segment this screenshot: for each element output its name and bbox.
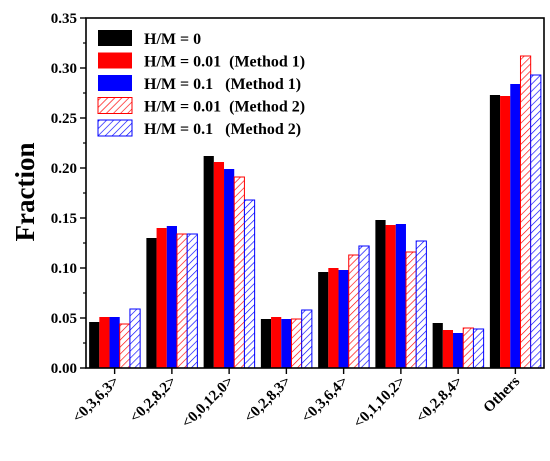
- bar-1-7: [432, 323, 443, 368]
- bar-5-5: [358, 245, 370, 369]
- y-tick-label: 0.10: [51, 261, 77, 277]
- y-tick-label: 0.15: [51, 211, 77, 227]
- x-tick-label: <0,2,8,4>: [413, 374, 466, 427]
- bar-2-2: [156, 228, 167, 368]
- x-tick-label: <0,1,10,2>: [351, 374, 409, 432]
- bar-2-8: [500, 96, 511, 368]
- legend-swatch-1: [98, 30, 132, 46]
- bar-1-2: [146, 238, 157, 368]
- bar-2-5: [328, 268, 339, 368]
- bar-4-3: [233, 176, 245, 369]
- legend-swatch-5: [97, 119, 133, 137]
- y-tick-label: 0.30: [51, 61, 77, 77]
- bar-5-4: [301, 309, 313, 369]
- plot-frame: [85, 17, 545, 369]
- bar-1-1: [89, 322, 100, 368]
- legend-label-2: H/M = 0.01 (Method 1): [144, 54, 305, 71]
- bar-4-7: [462, 327, 474, 369]
- legend-label-1: H/M = 0: [144, 31, 201, 48]
- legend: H/M = 0 H/M = 0.01 (Method 1) H/M = 0.1 (M…: [97, 30, 305, 138]
- bar-3-2: [166, 226, 177, 368]
- bar-4-4: [290, 318, 303, 369]
- bar-3-8: [510, 84, 521, 368]
- bar-3-1: [109, 317, 120, 368]
- x-axis-ticks: <0,3,6,3> <0,2,8,2> <0,0,12,0> <0,2,8,3> <0,…: [70, 368, 523, 431]
- y-tick-label: 0.20: [51, 161, 77, 177]
- bar-1-6: [375, 220, 386, 368]
- legend-swatch-2: [98, 52, 132, 69]
- x-tick-label: Others: [481, 373, 524, 416]
- y-tick-label: 0.00: [51, 361, 77, 377]
- bar-5-6: [415, 240, 427, 369]
- bar-1-3: [203, 156, 214, 368]
- y-axis-ticks: 0.00 0.05 0.10 0.15 0.20 0.25 0.30 0.35: [51, 11, 86, 377]
- legend-swatch-4: [97, 97, 133, 114]
- x-tick-label: <0,3,6,3>: [70, 374, 123, 427]
- bar-4-6: [405, 251, 417, 369]
- bar-3-5: [338, 270, 349, 368]
- legend-label-5: H/M = 0.1 (Method 2): [144, 121, 301, 138]
- x-tick-label: <0,0,12,0>: [179, 374, 237, 432]
- bar-5-3: [243, 199, 256, 369]
- bar-3-3: [224, 169, 235, 368]
- bar-5-2: [186, 233, 198, 369]
- bar-5-1: [129, 308, 141, 369]
- bar-1-4: [260, 319, 272, 368]
- y-tick-label: 0.25: [51, 111, 77, 127]
- bar-2-3: [213, 162, 225, 368]
- y-axis-title: Fraction: [10, 143, 40, 242]
- bar-1-8: [489, 95, 501, 368]
- bar-5-7: [472, 328, 485, 369]
- bar-3-7: [453, 333, 464, 368]
- bar-4-5: [348, 254, 360, 369]
- bar-2-4: [271, 317, 282, 368]
- bars-group: [89, 55, 542, 369]
- y-tick-label: 0.05: [51, 311, 77, 327]
- bar-2-7: [442, 330, 454, 368]
- bar-2-1: [99, 317, 110, 368]
- bar-4-2: [176, 233, 188, 369]
- x-tick-label: <0,2,8,3>: [242, 374, 295, 427]
- legend-label-4: H/M = 0.01 (Method 2): [144, 99, 305, 116]
- bar-4-8: [519, 55, 532, 369]
- y-tick-label: 0.35: [51, 11, 77, 27]
- bar-1-5: [318, 272, 329, 368]
- legend-label-3: H/M = 0.1 (Method 1): [144, 76, 301, 93]
- bar-4-1: [119, 323, 131, 369]
- bar-5-8: [530, 74, 542, 369]
- x-tick-label: <0,2,8,2>: [127, 374, 180, 427]
- legend-swatch-3: [98, 75, 132, 91]
- bar-2-6: [385, 225, 396, 368]
- bar-3-6: [395, 224, 406, 368]
- x-tick-label: <0,3,6,4>: [299, 374, 352, 427]
- bar-3-4: [281, 319, 292, 368]
